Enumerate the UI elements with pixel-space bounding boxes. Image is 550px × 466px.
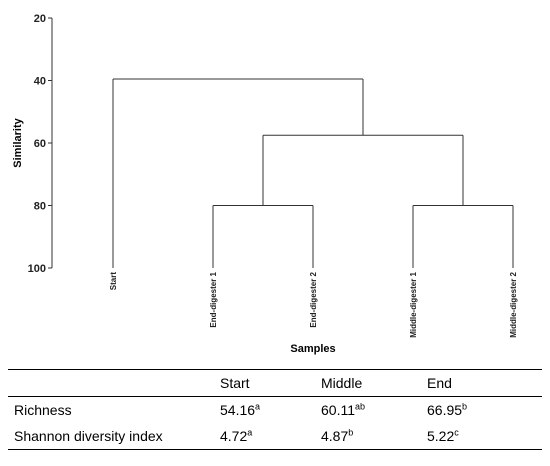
table-cell: 4.87b	[315, 423, 421, 450]
leaf-label: End-digester 1	[209, 271, 218, 327]
y-tick-label: 80	[34, 201, 46, 213]
leaf-label: Middle-digester 2	[509, 271, 518, 337]
y-axis-title: Similarity	[12, 117, 24, 167]
table-header-cell: Start	[214, 369, 315, 397]
table-header-cell	[8, 369, 214, 397]
table-header-cell: Middle	[315, 369, 421, 397]
table-cell: 60.11ab	[321, 401, 366, 418]
table-cell: 66.95b	[427, 401, 468, 418]
table-row: Shannon diversity index 4.72a 4.87b 5.22…	[8, 423, 542, 450]
leaf-label: Middle-digester 1	[409, 271, 418, 337]
table-header-cell: End	[421, 369, 542, 397]
x-axis-title: Samples	[290, 343, 335, 355]
y-tick-label: 60	[34, 138, 46, 150]
dendrogram-links	[112, 78, 514, 268]
y-tick-label: 20	[34, 13, 46, 25]
table-row: Richness 54.16a 60.11ab 66.95b	[8, 397, 542, 424]
row-label: Shannon diversity index	[8, 423, 214, 450]
table-cell: 4.72a	[214, 423, 315, 450]
y-tick-label: 100	[28, 263, 46, 275]
table-cell: 5.22c	[421, 423, 542, 450]
y-tick-label: 40	[34, 76, 46, 88]
table-cell: 54.16a	[220, 401, 261, 418]
dendrogram-chart: 20 40 60 80 100 Similarity Start End-digester…	[12, 13, 518, 355]
leaf-label: End-digester 2	[309, 271, 318, 327]
leaf-labels: Start End-digester 1 End-digester 2 Middle-…	[109, 271, 518, 337]
y-axis-ticks: 20 40 60 80 100	[28, 13, 52, 275]
table-header-row: Start Middle End	[8, 369, 542, 397]
leaf-label: Start	[109, 272, 118, 291]
row-label: Richness	[14, 402, 72, 418]
diversity-table: Start Middle End Richness 54.16a 60.11ab…	[8, 369, 542, 450]
